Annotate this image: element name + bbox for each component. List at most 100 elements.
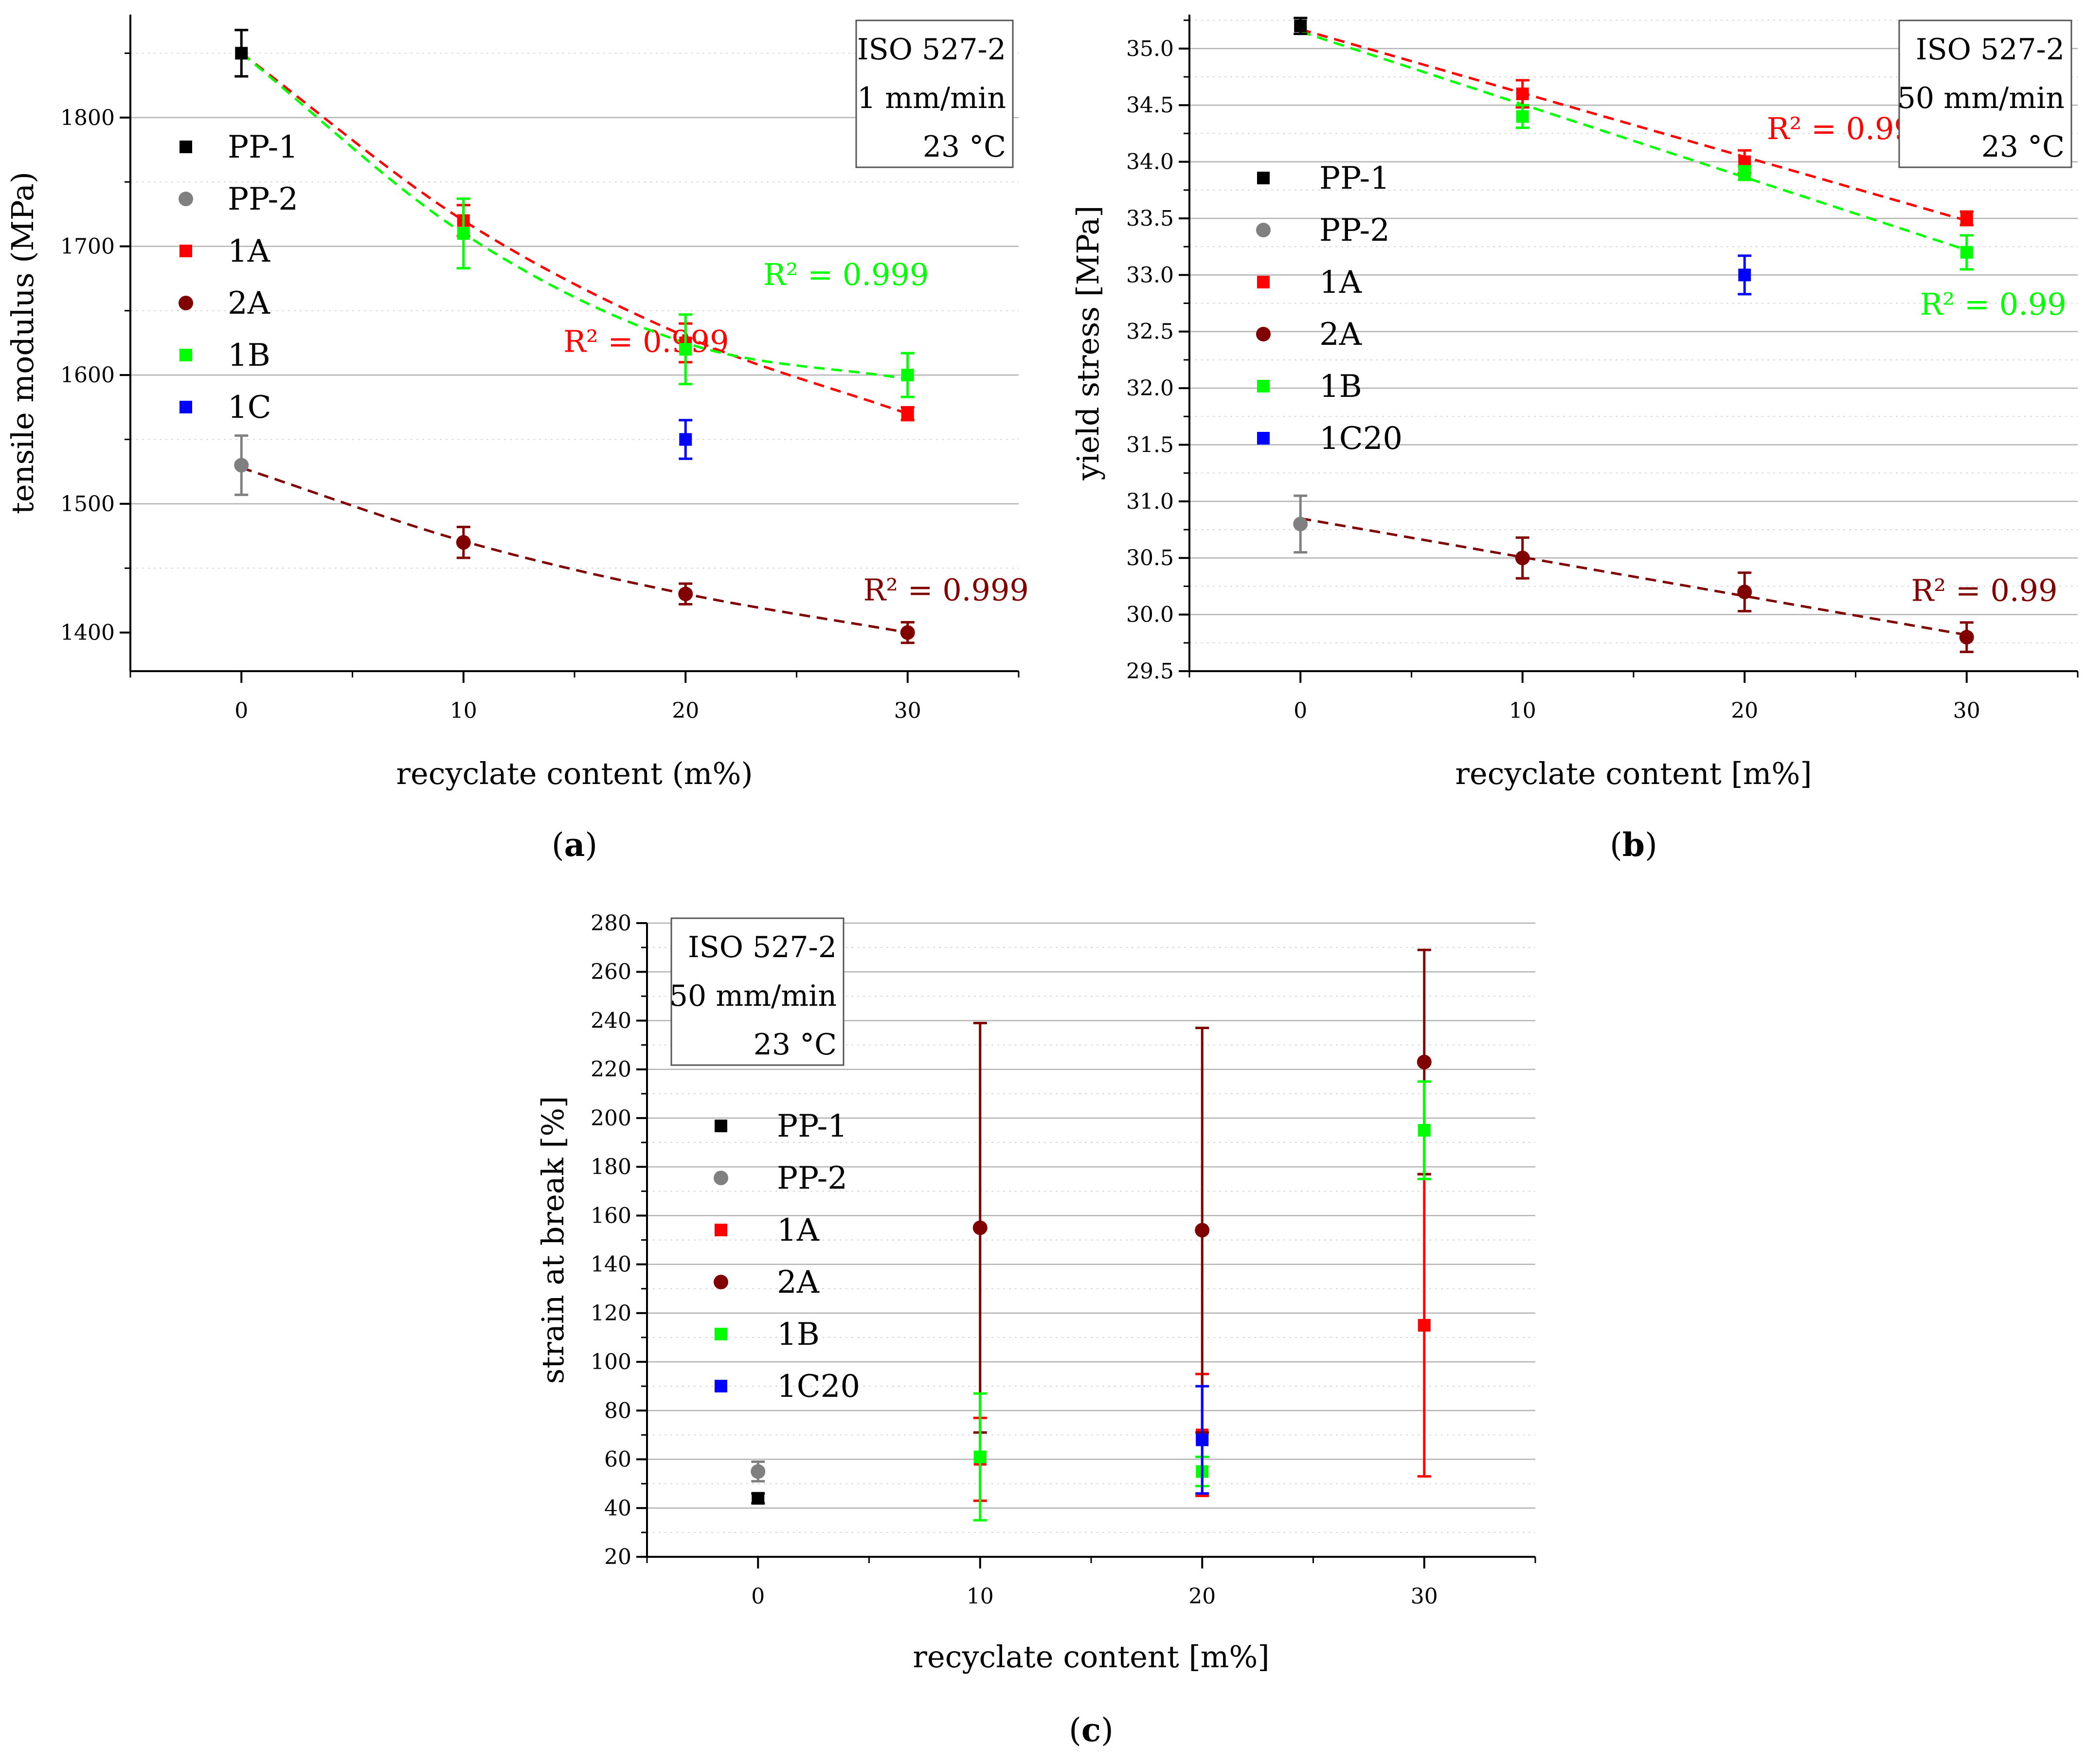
legend-marker	[1257, 276, 1270, 288]
fit-curve	[1300, 30, 1967, 251]
legend-marker	[714, 1171, 728, 1185]
y-axis-label: strain at break [%]	[535, 1096, 571, 1384]
fit-curve	[1300, 28, 1967, 222]
legend-label: 2A	[1319, 317, 1362, 353]
data-point	[1738, 166, 1751, 179]
legend-marker	[180, 245, 192, 257]
y-tick-label: 1600	[60, 363, 115, 388]
data-point	[973, 1450, 987, 1463]
data-point	[972, 1220, 988, 1235]
y-tick-label: 140	[591, 1252, 631, 1277]
data-point	[1294, 19, 1307, 33]
series-PP-2	[1293, 494, 1308, 554]
info-box-line: 50 mm/min	[669, 979, 837, 1013]
data-point	[1418, 1319, 1431, 1332]
info-box-line: 23 °C	[1981, 130, 2065, 164]
legend-marker	[1256, 327, 1271, 341]
x-tick-label: 10	[450, 698, 477, 723]
y-tick-label: 60	[604, 1447, 631, 1472]
data-point	[1293, 517, 1308, 532]
series-1A	[1515, 79, 1974, 227]
x-tick-label: 0	[1294, 698, 1307, 723]
data-point	[1196, 1433, 1209, 1446]
panel-b-chart: 29.5 30.0 30.5 31.0 31.5 32.0 32.5 33.0 33.5 34.0…	[1070, 15, 2079, 864]
legend-label: PP-1	[228, 129, 298, 165]
y-tick-label: 31.0	[1126, 489, 1174, 514]
test-conditions-box: ISO 527-2 50 mm/min 23 °C	[669, 917, 845, 1066]
y-tick-label: 200	[591, 1106, 631, 1131]
data-point	[1515, 551, 1530, 566]
info-box-line: ISO 527-2	[688, 930, 837, 964]
series-1C20	[1738, 254, 1752, 296]
panel-caption: (b)	[1610, 826, 1657, 864]
r2-label: R² = 0.999	[763, 257, 929, 292]
y-tick-label: 35.0	[1126, 36, 1174, 61]
y-tick-label: 1800	[60, 106, 115, 130]
legend-marker	[715, 1120, 727, 1132]
data-point	[901, 407, 914, 420]
info-box-line: 23 °C	[923, 130, 1006, 164]
data-point	[901, 369, 914, 382]
panel-caption: (c)	[1069, 1711, 1114, 1749]
legend-marker	[180, 141, 192, 153]
y-tick-label: 160	[591, 1203, 631, 1228]
fit-curve	[240, 52, 908, 415]
r2-label: R² = 0.99	[1920, 286, 2067, 322]
legend-label: 1C20	[777, 1369, 860, 1405]
info-box-frame	[1898, 19, 2072, 168]
x-tick-label: 20	[1188, 1584, 1216, 1609]
legend-marker	[180, 401, 192, 413]
y-tick-label: 32.5	[1126, 320, 1174, 344]
y-tick-label: 20	[604, 1545, 631, 1569]
legend-label: PP-2	[228, 181, 298, 217]
y-tick-label: 34.5	[1126, 93, 1174, 118]
legend-label: 2A	[228, 285, 270, 321]
data-point	[900, 625, 915, 640]
legend-marker	[1257, 432, 1270, 445]
data-point	[1417, 1054, 1432, 1069]
data-point	[1737, 585, 1752, 600]
data-point	[456, 535, 471, 550]
x-tick-label: 30	[1411, 1584, 1438, 1609]
grid	[647, 922, 1535, 1533]
y-tick-label: 180	[591, 1155, 631, 1179]
y-tick-label: 120	[591, 1301, 631, 1326]
data-point	[752, 1492, 765, 1505]
data-point	[234, 458, 249, 473]
legend-label: 2A	[777, 1265, 820, 1301]
data-point	[1516, 110, 1529, 123]
r2-label: R² = 0.99	[1911, 573, 2058, 608]
legend-marker	[179, 296, 193, 310]
y-tick-label: 260	[591, 960, 631, 984]
panel-c-chart: 20 40 60 80 100 120 140 160 180 200 220 240 260 280 0 1…	[535, 911, 1536, 1749]
y-tick-label: 34.0	[1126, 150, 1174, 175]
fit-curve	[240, 52, 908, 380]
y-tick-label: 30.5	[1126, 546, 1174, 570]
y-tick-label: 30.0	[1126, 603, 1174, 627]
x-tick-label: 0	[751, 1584, 765, 1609]
legend-marker	[179, 192, 193, 206]
info-box-line: ISO 527-2	[1916, 33, 2065, 67]
data-point	[457, 227, 470, 240]
y-tick-label: 32.0	[1126, 376, 1174, 401]
x-axis-label: recyclate content [m%]	[913, 1639, 1269, 1675]
y-tick-label: 240	[591, 1008, 631, 1033]
y-tick-label: 40	[604, 1496, 631, 1521]
grid	[1189, 19, 2078, 643]
y-tick-label: 1700	[60, 234, 115, 259]
y-tick-label: 280	[591, 911, 631, 936]
info-box-line: ISO 527-2	[857, 33, 1006, 67]
info-box-line: 1 mm/min	[857, 81, 1006, 115]
x-tick-label: 30	[1953, 698, 1980, 723]
info-box-frame	[855, 19, 1014, 168]
panel-caption: (a)	[552, 826, 597, 864]
y-tick-label: 220	[591, 1057, 631, 1082]
series-PP-1	[234, 29, 249, 78]
r2-label: R² = 0.999	[863, 572, 1028, 607]
y-tick-label: 33.5	[1126, 206, 1174, 231]
series-1C	[679, 419, 693, 460]
x-tick-label: 20	[1731, 698, 1758, 723]
x-tick-label: 30	[894, 698, 921, 723]
y-tick-label: 31.5	[1126, 432, 1174, 457]
